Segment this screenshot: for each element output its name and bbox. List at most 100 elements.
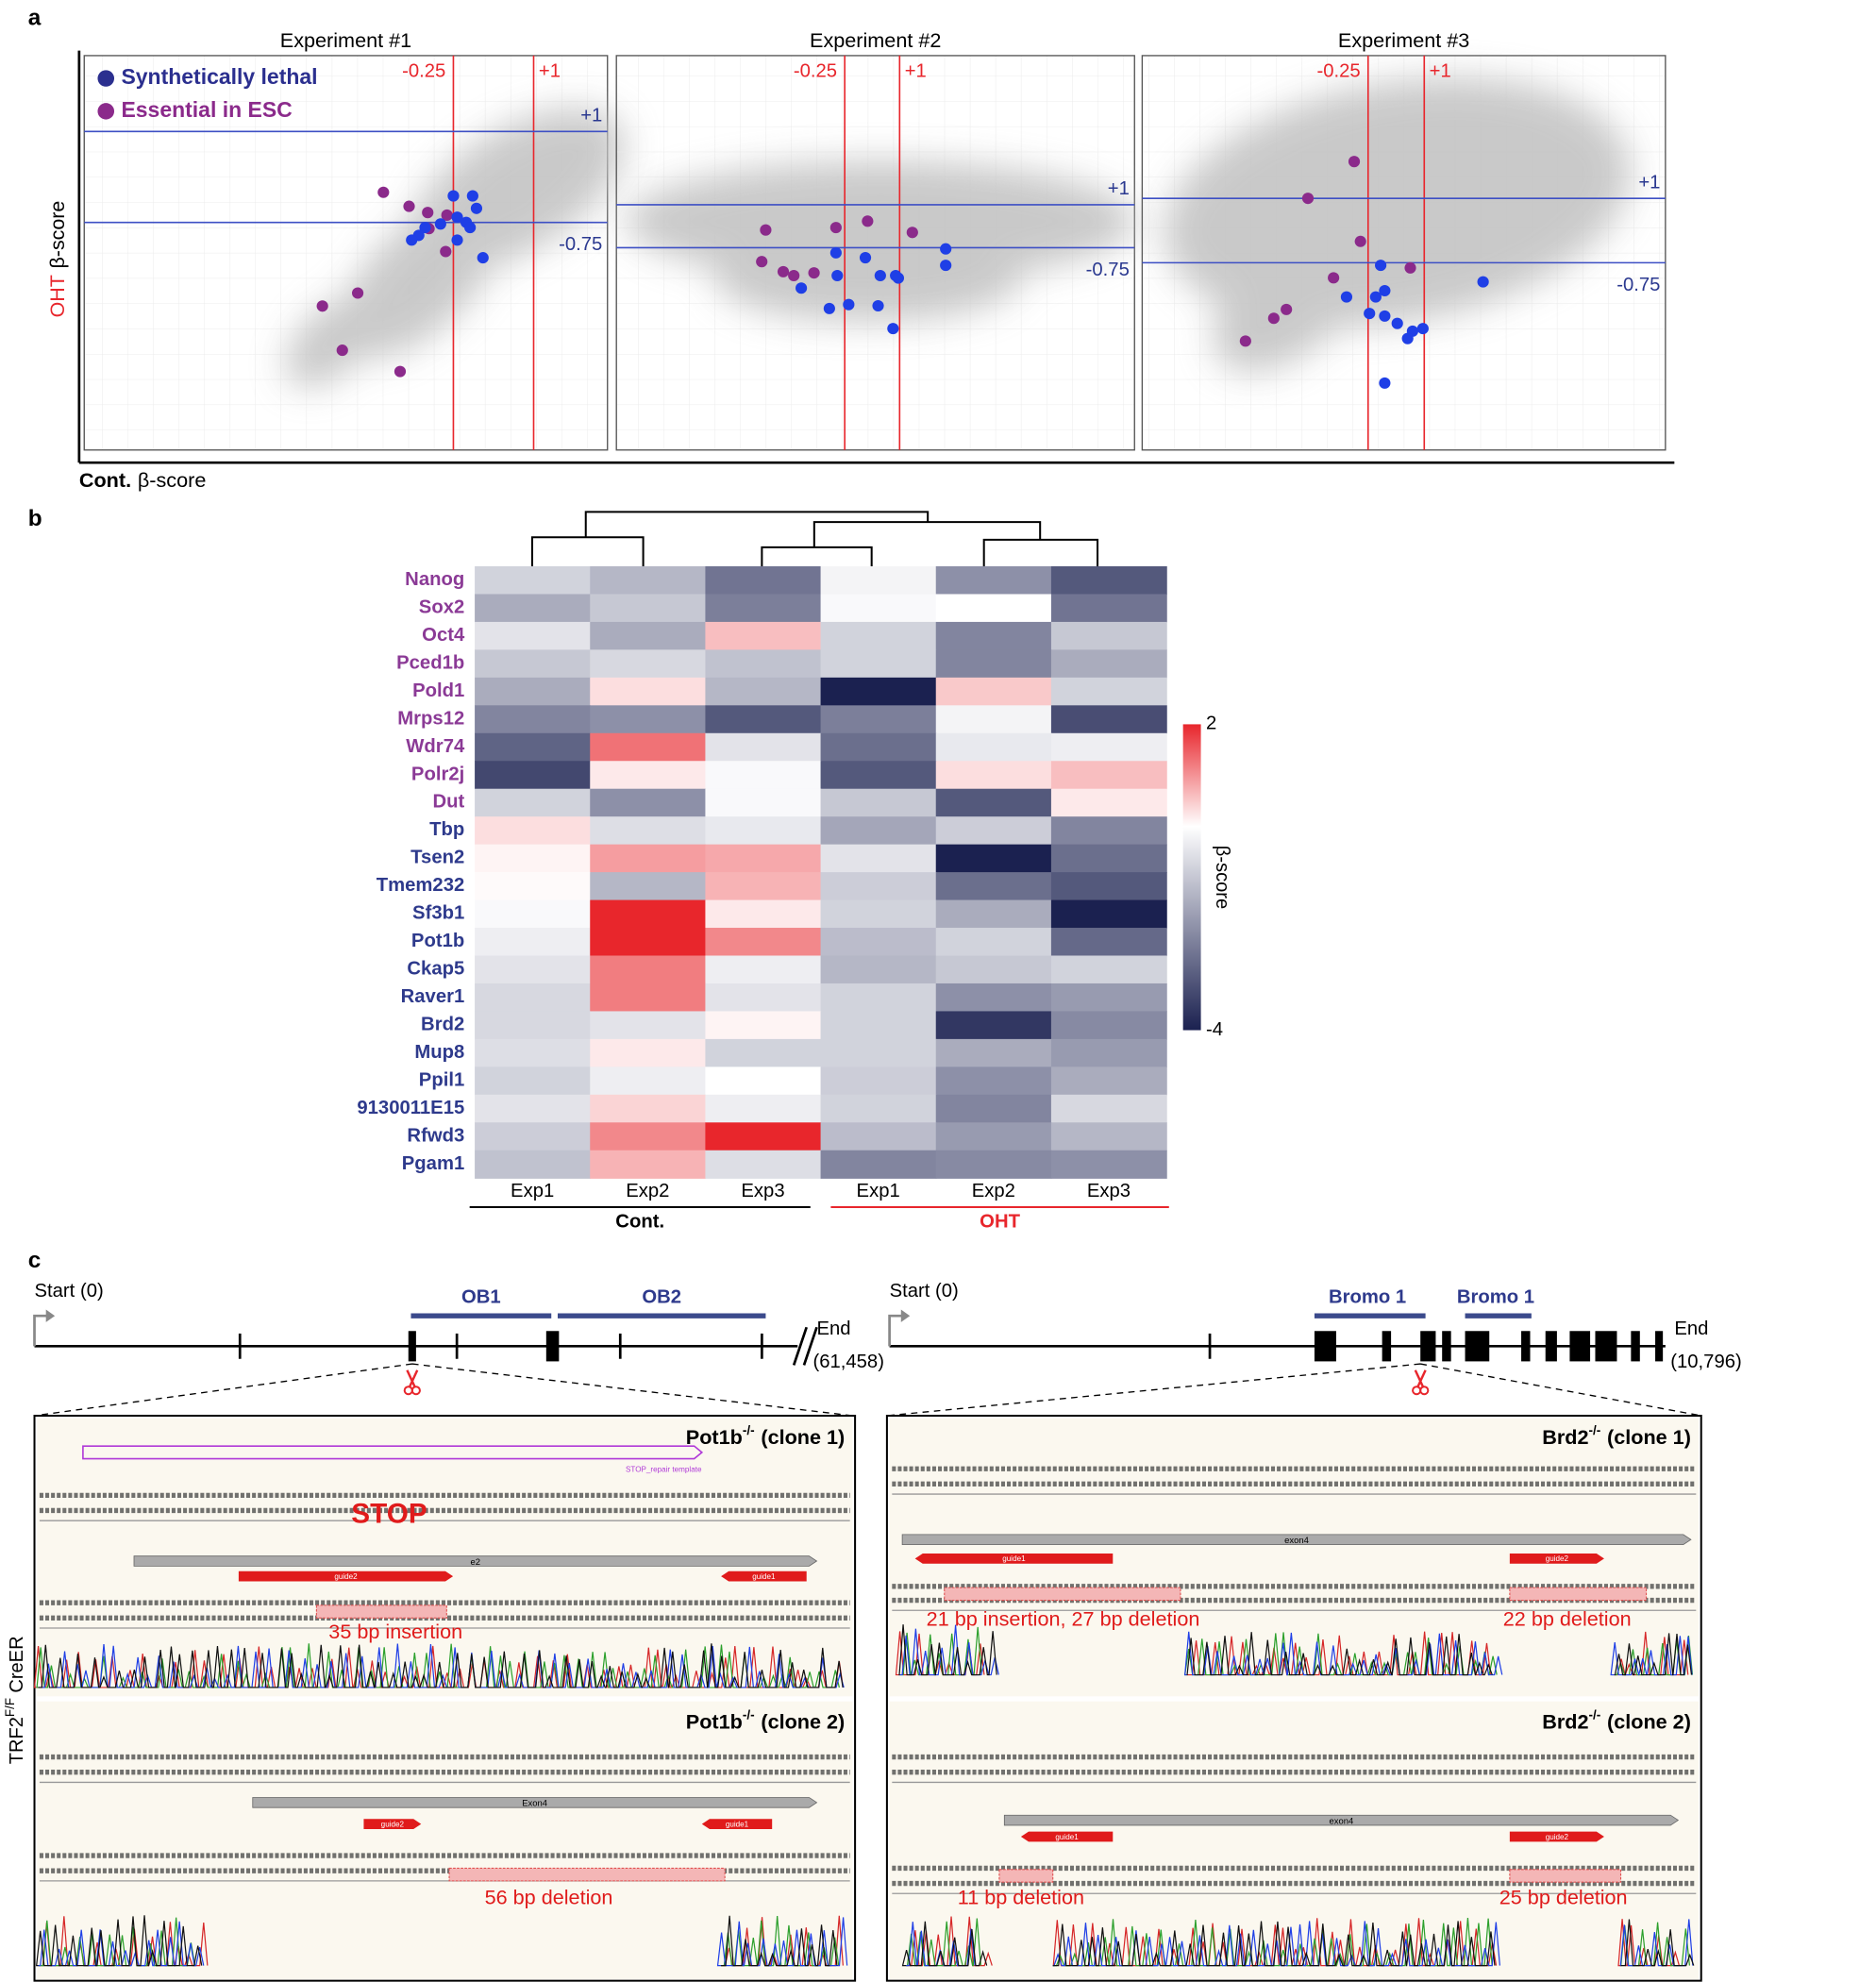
- threshold-label: +1: [539, 61, 561, 82]
- colorbar-tick: -4: [1206, 1019, 1223, 1040]
- heat-cell: [590, 983, 707, 1013]
- heat-cell: [590, 899, 707, 929]
- heat-cell: [820, 621, 937, 651]
- heat-cell: [935, 872, 1052, 901]
- repair-template: [82, 1445, 704, 1460]
- start-label: Start (0): [890, 1281, 959, 1302]
- data-point: [1416, 323, 1429, 335]
- data-point: [351, 287, 364, 299]
- row-label: Oct4: [422, 625, 465, 646]
- clone-title: Brd2-/- (clone 2): [1542, 1707, 1691, 1733]
- heat-cell: [590, 677, 707, 706]
- heat-cell: [590, 732, 707, 762]
- heat-cell: [475, 1011, 591, 1040]
- data-point: [1301, 193, 1315, 205]
- start-arrow: [33, 1314, 48, 1347]
- guide-label: guide1: [1055, 1833, 1079, 1841]
- heat-cell: [705, 983, 822, 1013]
- legend-marker: [97, 70, 115, 87]
- heat-cell: [1050, 594, 1167, 623]
- guide-label: guide1: [752, 1572, 776, 1581]
- data-point: [316, 300, 328, 312]
- heat-cell: [705, 1011, 822, 1040]
- guide-label: guide1: [1002, 1554, 1026, 1563]
- row-label: Wdr74: [406, 736, 465, 757]
- heat-cell: [820, 594, 937, 623]
- heat-cell: [935, 732, 1052, 762]
- heat-cell: [1050, 761, 1167, 790]
- cloud: [1213, 234, 1365, 373]
- start-arrowhead: [900, 1309, 911, 1322]
- stop-label: STOP: [351, 1499, 427, 1530]
- data-point: [862, 215, 874, 227]
- exon: [1521, 1331, 1531, 1362]
- data-point: [1364, 308, 1376, 320]
- cloud: [714, 233, 1021, 323]
- row-label: Pold1: [412, 680, 464, 701]
- heat-cell: [1050, 1011, 1167, 1040]
- heat-cell: [475, 928, 591, 957]
- heat-cell: [705, 955, 822, 984]
- heat-cell: [705, 788, 822, 817]
- heat-cell: [475, 566, 591, 596]
- row-label: Tsen2: [410, 848, 464, 868]
- chromatogram-trace: [38, 1643, 844, 1688]
- heat-cell: [1050, 621, 1167, 651]
- heat-cell: [475, 761, 591, 790]
- exon: [1442, 1331, 1451, 1362]
- heat-cell: [705, 761, 822, 790]
- heat-cell: [935, 1011, 1052, 1040]
- side-label-part: TRF2: [7, 1717, 27, 1764]
- heat-cell: [935, 844, 1052, 873]
- data-point: [756, 256, 768, 268]
- genotype: -/-: [1588, 1707, 1600, 1722]
- heat-cell: [705, 816, 822, 846]
- exon: [1382, 1331, 1392, 1362]
- data-point: [892, 272, 905, 284]
- data-point: [422, 207, 434, 219]
- start-arrowhead: [45, 1309, 56, 1322]
- heat-cell: [1050, 566, 1167, 596]
- heat-cell: [475, 1038, 591, 1068]
- data-point: [829, 222, 842, 234]
- heat-cell: [590, 816, 707, 846]
- data-point: [1379, 284, 1391, 297]
- data-point: [777, 265, 790, 277]
- guide-arrow: [1509, 1831, 1604, 1842]
- heat-cell: [705, 899, 822, 929]
- heat-cell: [590, 1094, 707, 1123]
- scissors: [1419, 1386, 1430, 1396]
- heat-cell: [935, 1094, 1052, 1123]
- heat-cell: [475, 649, 591, 679]
- side-label: TRF2F/F CreER: [2, 1636, 27, 1764]
- data-point: [403, 200, 415, 212]
- dendrogram: [530, 511, 1099, 566]
- heat-cell: [935, 1038, 1052, 1068]
- chart-title: Experiment #1: [280, 29, 411, 52]
- heat-cell: [935, 1150, 1052, 1179]
- heat-cell: [1050, 705, 1167, 734]
- end-label: End: [817, 1319, 851, 1339]
- exon: [1465, 1331, 1490, 1362]
- gene-name: Pot1b: [686, 1710, 743, 1733]
- heat-cell: [1050, 1094, 1167, 1123]
- data-point: [451, 234, 463, 246]
- column-label: Exp3: [1087, 1181, 1131, 1201]
- heat-cell: [475, 594, 591, 623]
- heat-cell: [820, 844, 937, 873]
- heat-cell: [590, 594, 707, 623]
- scissors: [1412, 1386, 1422, 1396]
- exon: [1545, 1331, 1557, 1362]
- exon: [1569, 1331, 1591, 1362]
- heat-cell: [935, 955, 1052, 984]
- heat-cell: [475, 621, 591, 651]
- column-label: Exp2: [972, 1181, 1015, 1201]
- data-point: [336, 344, 348, 357]
- heat-cell: [1050, 816, 1167, 846]
- heat-cell: [705, 566, 822, 596]
- data-point: [796, 282, 808, 294]
- data-point: [874, 269, 886, 282]
- y-label-part: β-score: [46, 201, 69, 269]
- clone-title: Brd2-/- (clone 1): [1542, 1423, 1691, 1449]
- heat-cell: [475, 844, 591, 873]
